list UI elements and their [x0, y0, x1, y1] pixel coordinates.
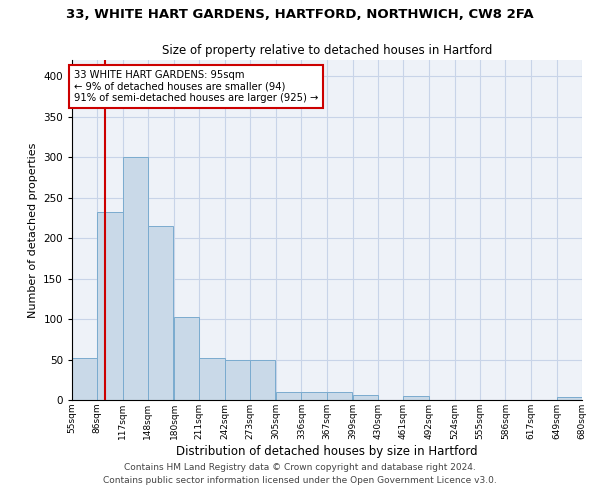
Text: 33, WHITE HART GARDENS, HARTFORD, NORTHWICH, CW8 2FA: 33, WHITE HART GARDENS, HARTFORD, NORTHW… [66, 8, 534, 20]
Bar [326, 392, 352, 400]
Bar [148, 226, 173, 400]
Bar [250, 360, 275, 400]
X-axis label: Distribution of detached houses by size in Hartford: Distribution of detached houses by size … [176, 444, 478, 458]
Bar [353, 395, 378, 400]
Bar [199, 358, 224, 400]
Bar [72, 358, 97, 400]
Bar [174, 316, 199, 400]
Bar [276, 392, 301, 400]
Bar [403, 396, 428, 400]
Y-axis label: Number of detached properties: Number of detached properties [28, 142, 38, 318]
Bar [122, 157, 148, 400]
Bar [301, 392, 326, 400]
Text: Contains public sector information licensed under the Open Government Licence v3: Contains public sector information licen… [103, 476, 497, 485]
Bar [97, 212, 122, 400]
Bar [557, 397, 582, 400]
Text: 33 WHITE HART GARDENS: 95sqm
← 9% of detached houses are smaller (94)
91% of sem: 33 WHITE HART GARDENS: 95sqm ← 9% of det… [74, 70, 318, 103]
Bar [224, 360, 250, 400]
Title: Size of property relative to detached houses in Hartford: Size of property relative to detached ho… [162, 44, 492, 58]
Text: Contains HM Land Registry data © Crown copyright and database right 2024.: Contains HM Land Registry data © Crown c… [124, 464, 476, 472]
